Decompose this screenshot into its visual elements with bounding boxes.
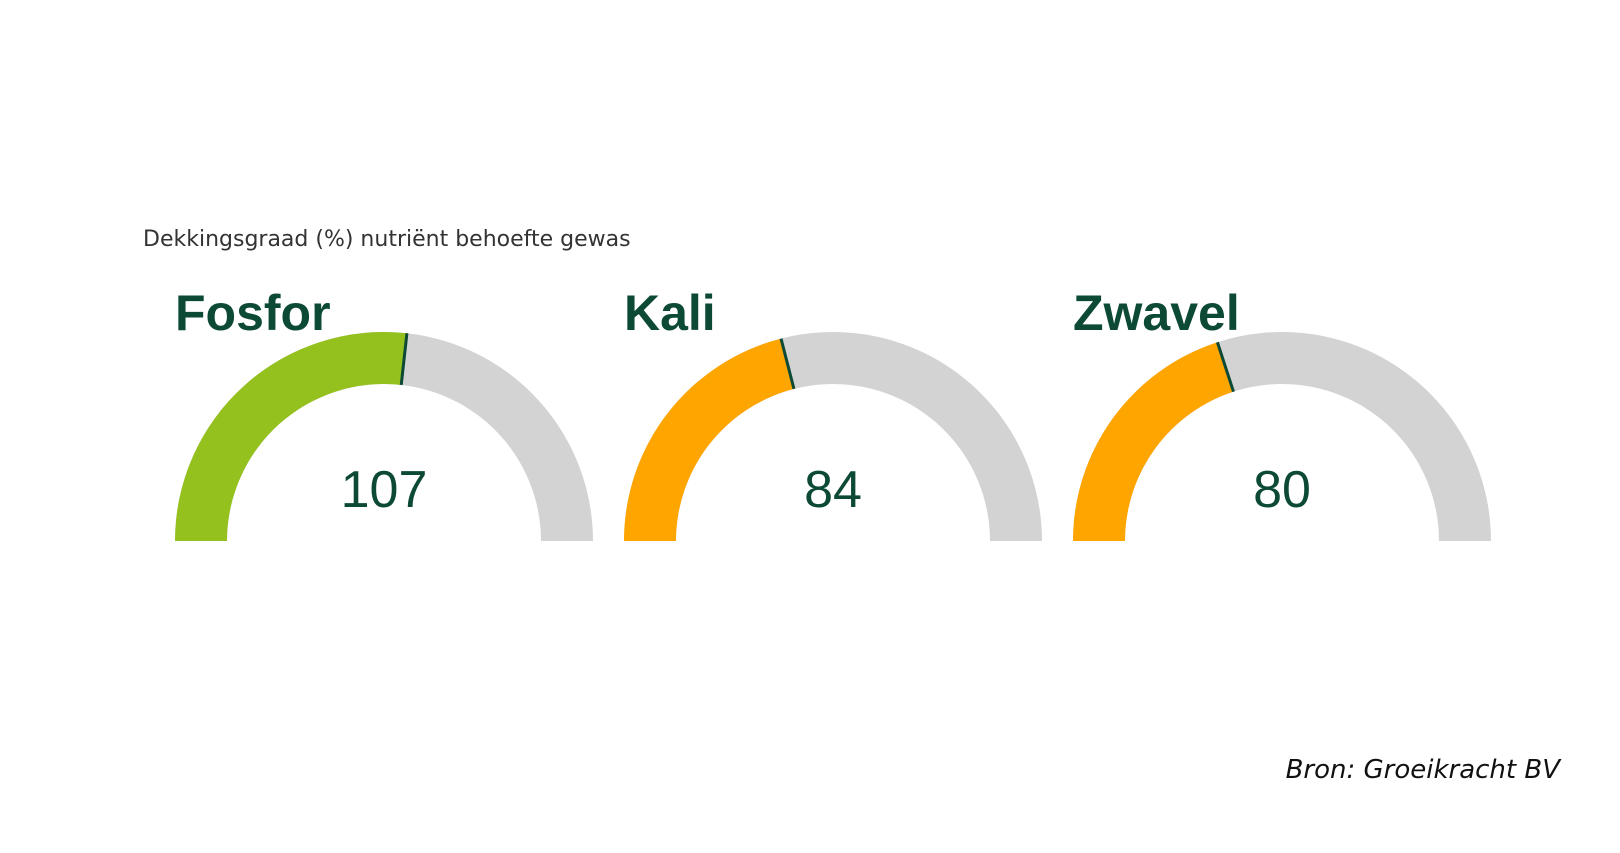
gauge-needle [1215, 341, 1235, 393]
subtitle: Dekkingsgraad (%) nutriënt behoefte gewa… [143, 227, 631, 252]
gauge-fill [1073, 342, 1234, 541]
gauge-title: Kali [624, 285, 716, 341]
gauge-value: 84 [804, 461, 862, 519]
gauge-title: Zwavel [1073, 285, 1240, 341]
gauge-value: 80 [1253, 461, 1311, 519]
gauge-needle [399, 333, 409, 386]
gauge-value: 107 [341, 461, 428, 519]
source: Bron: Groeikracht BV [1286, 755, 1563, 785]
gauge-title: Fosfor [175, 285, 331, 341]
gauge-fill [175, 331, 407, 541]
gauge-needle [779, 338, 796, 390]
gauge-fill [624, 338, 794, 541]
